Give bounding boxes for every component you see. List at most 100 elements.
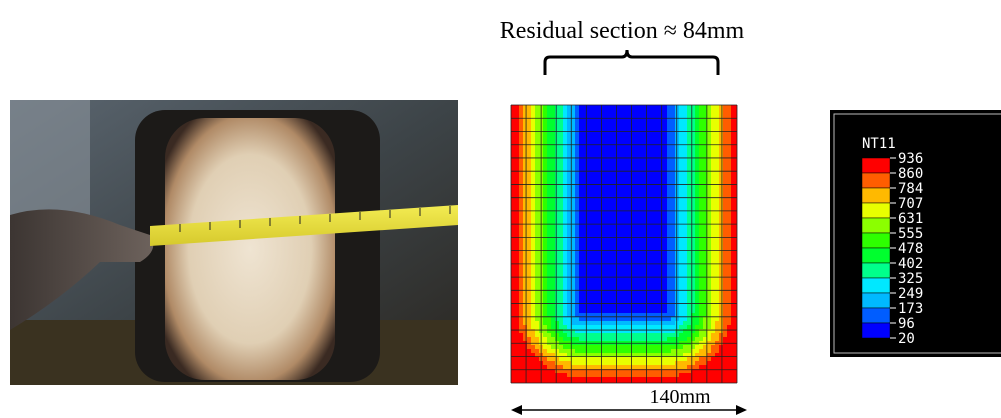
contour-cell bbox=[651, 161, 656, 166]
contour-cell bbox=[527, 221, 532, 226]
contour-cell bbox=[683, 261, 688, 266]
contour-cell bbox=[563, 333, 568, 338]
contour-cell bbox=[695, 365, 700, 370]
contour-cell bbox=[563, 121, 568, 126]
contour-cell bbox=[615, 173, 620, 178]
contour-cell bbox=[515, 345, 520, 350]
contour-cell bbox=[627, 377, 632, 382]
contour-cell bbox=[579, 281, 584, 286]
contour-cell bbox=[667, 289, 672, 294]
contour-cell bbox=[671, 337, 676, 342]
contour-cell bbox=[627, 317, 632, 322]
contour-cell bbox=[687, 221, 692, 226]
contour-cell bbox=[555, 245, 560, 250]
contour-cell bbox=[567, 137, 572, 142]
contour-cell bbox=[651, 221, 656, 226]
contour-cell bbox=[571, 277, 576, 282]
contour-cell bbox=[683, 133, 688, 138]
contour-cell bbox=[723, 177, 728, 182]
contour-cell bbox=[719, 125, 724, 130]
contour-cell bbox=[519, 117, 524, 122]
contour-cell bbox=[623, 265, 628, 270]
contour-cell bbox=[639, 253, 644, 258]
contour-cell bbox=[571, 185, 576, 190]
contour-cell bbox=[627, 137, 632, 142]
contour-cell bbox=[579, 261, 584, 266]
contour-cell bbox=[515, 285, 520, 290]
contour-cell bbox=[587, 193, 592, 198]
contour-cell bbox=[695, 345, 700, 350]
contour-cell bbox=[659, 265, 664, 270]
contour-cell bbox=[511, 361, 516, 366]
contour-cell bbox=[575, 173, 580, 178]
contour-cell bbox=[675, 277, 680, 282]
contour-cell bbox=[731, 333, 736, 338]
contour-cell bbox=[663, 229, 668, 234]
contour-cell bbox=[579, 333, 584, 338]
contour-cell bbox=[611, 133, 616, 138]
contour-cell bbox=[611, 105, 616, 110]
contour-cell bbox=[547, 285, 552, 290]
contour-cell bbox=[655, 221, 660, 226]
contour-cell bbox=[603, 125, 608, 130]
contour-cell bbox=[515, 117, 520, 122]
contour-cell bbox=[655, 109, 660, 114]
contour-cell bbox=[615, 165, 620, 170]
contour-cell bbox=[571, 321, 576, 326]
contour-cell bbox=[655, 321, 660, 326]
legend-value: 478 bbox=[898, 241, 923, 257]
contour-cell bbox=[547, 177, 552, 182]
contour-cell bbox=[651, 373, 656, 378]
contour-cell bbox=[711, 133, 716, 138]
contour-cell bbox=[583, 249, 588, 254]
contour-cell bbox=[515, 257, 520, 262]
contour-cell bbox=[587, 213, 592, 218]
contour-cell bbox=[639, 233, 644, 238]
contour-cell bbox=[719, 225, 724, 230]
contour-cell bbox=[583, 193, 588, 198]
contour-cell bbox=[619, 265, 624, 270]
contour-cell bbox=[655, 349, 660, 354]
contour-cell bbox=[707, 217, 712, 222]
contour-cell bbox=[663, 309, 668, 314]
contour-cell bbox=[667, 297, 672, 302]
contour-cell bbox=[575, 281, 580, 286]
contour-cell bbox=[519, 293, 524, 298]
contour-cell bbox=[555, 333, 560, 338]
contour-cell bbox=[711, 265, 716, 270]
contour-cell bbox=[731, 269, 736, 274]
contour-cell bbox=[639, 345, 644, 350]
contour-cell bbox=[719, 281, 724, 286]
contour-cell bbox=[623, 325, 628, 330]
contour-cell bbox=[707, 305, 712, 310]
contour-cell bbox=[627, 189, 632, 194]
contour-cell bbox=[527, 189, 532, 194]
contour-cell bbox=[579, 161, 584, 166]
contour-cell bbox=[547, 349, 552, 354]
contour-cell bbox=[731, 113, 736, 118]
contour-cell bbox=[667, 201, 672, 206]
contour-cell bbox=[511, 325, 516, 330]
contour-cell bbox=[535, 317, 540, 322]
contour-cell bbox=[655, 173, 660, 178]
contour-cell bbox=[639, 373, 644, 378]
contour-cell bbox=[511, 173, 516, 178]
contour-cell bbox=[591, 205, 596, 210]
contour-cell bbox=[687, 309, 692, 314]
contour-cell bbox=[731, 165, 736, 170]
contour-cell bbox=[563, 161, 568, 166]
contour-cell bbox=[639, 125, 644, 130]
contour-cell bbox=[547, 165, 552, 170]
contour-cell bbox=[695, 277, 700, 282]
contour-cell bbox=[559, 249, 564, 254]
contour-cell bbox=[531, 125, 536, 130]
contour-cell bbox=[615, 245, 620, 250]
contour-cell bbox=[687, 185, 692, 190]
contour-cell bbox=[607, 365, 612, 370]
contour-cell bbox=[623, 233, 628, 238]
contour-cell bbox=[719, 257, 724, 262]
contour-cell bbox=[583, 289, 588, 294]
contour-cell bbox=[523, 165, 528, 170]
contour-cell bbox=[567, 149, 572, 154]
contour-cell bbox=[591, 117, 596, 122]
